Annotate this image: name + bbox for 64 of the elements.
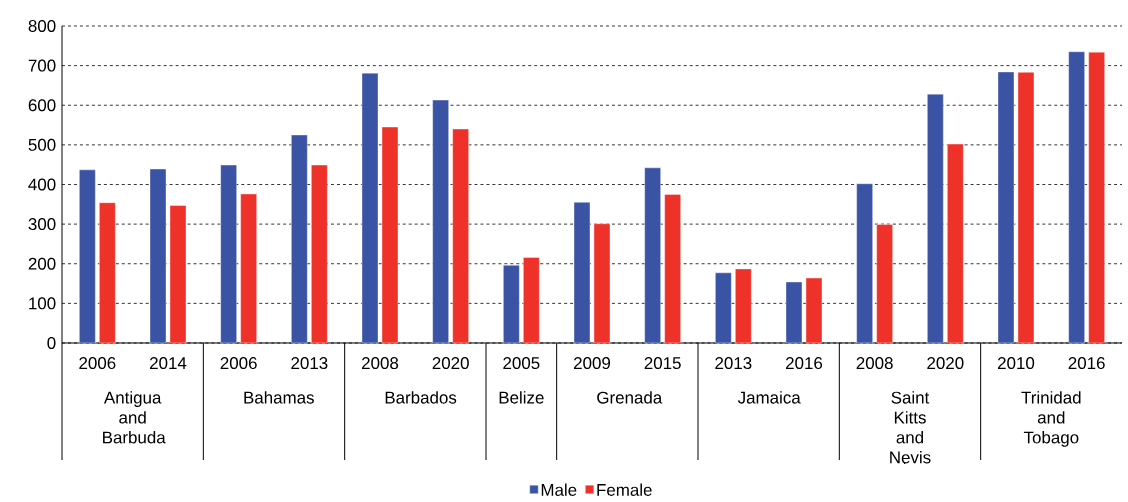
- bar: [311, 164, 328, 344]
- y-tick-label: 200: [28, 257, 56, 270]
- x-tick-label: 2008: [362, 356, 399, 369]
- bar: [169, 205, 187, 344]
- bar: [785, 281, 803, 344]
- bar: [361, 72, 379, 344]
- y-tick-label: 0: [47, 336, 56, 349]
- text: Antigua and Barbuda: [103, 391, 166, 444]
- x-tick-label: 2014: [150, 356, 187, 369]
- x-tick-label: 2013: [715, 356, 752, 369]
- text: Saint Kitts and Nevis: [890, 391, 931, 464]
- bar: [805, 277, 823, 344]
- x-tick-label: 2006: [220, 356, 257, 369]
- y-tick-label: 600: [28, 99, 56, 112]
- y-tick-label: 400: [28, 178, 56, 191]
- legend-label: Male: [541, 483, 577, 496]
- x-tick-label: 2006: [79, 356, 116, 369]
- x-tick-label: 2015: [644, 356, 681, 369]
- bar: [79, 169, 96, 344]
- x-tick-label: 2020: [432, 356, 469, 369]
- bar: [452, 128, 469, 344]
- y-tick-label: 100: [29, 297, 56, 310]
- x-tick-label: 2016: [1068, 356, 1105, 369]
- bar: [1017, 72, 1035, 344]
- bar: [99, 202, 116, 344]
- text: Jamaica: [737, 391, 801, 404]
- legend-label: Female: [597, 483, 652, 496]
- text: Barbados: [385, 391, 457, 404]
- y-tick-label: 500: [28, 138, 56, 151]
- bar: [240, 193, 257, 344]
- bar: [735, 268, 752, 344]
- x-tick-label: 2008: [856, 356, 893, 369]
- x-tick-label: 2005: [503, 356, 540, 369]
- text: Trinidad and Tobago: [1021, 391, 1081, 447]
- bar: [876, 224, 893, 344]
- bar: [220, 164, 237, 344]
- bar: [1068, 51, 1085, 344]
- bar: [947, 143, 964, 344]
- bar: [664, 194, 681, 344]
- bar: [523, 257, 540, 344]
- bar: [503, 264, 520, 344]
- y-tick-label: 800: [28, 19, 56, 32]
- x-tick-label: 2013: [291, 356, 328, 369]
- bar: [381, 126, 399, 344]
- x-tick-label: 2016: [786, 356, 823, 369]
- bar: [1088, 51, 1105, 344]
- bar: [573, 201, 591, 344]
- bar: [149, 168, 167, 344]
- text: Grenada: [597, 391, 663, 404]
- y-tick-label: 700: [28, 59, 56, 72]
- bar: [291, 134, 308, 344]
- bar: [715, 272, 732, 344]
- bar: [644, 167, 661, 344]
- x-tick-label: 2010: [998, 356, 1035, 369]
- y-tick-label: 300: [28, 217, 56, 230]
- x-tick-label: 2020: [927, 356, 964, 369]
- text: Bahamas: [244, 391, 314, 404]
- bar: [856, 183, 873, 344]
- x-tick-label: 2009: [574, 356, 611, 369]
- bar: [593, 223, 611, 344]
- bar: [927, 93, 944, 344]
- text: Belize: [499, 391, 544, 404]
- bar: [432, 99, 449, 344]
- bar: [997, 71, 1015, 344]
